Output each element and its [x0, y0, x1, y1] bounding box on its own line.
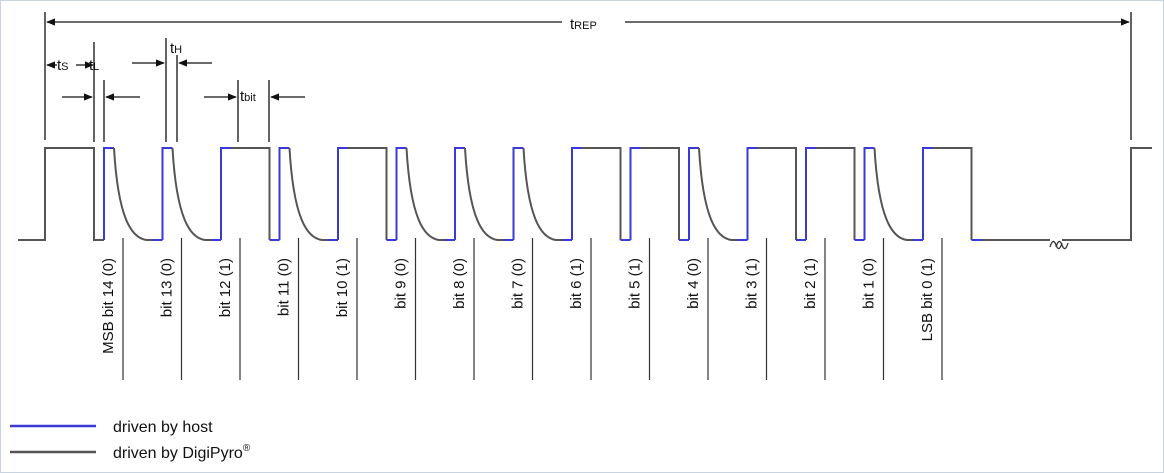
bit-label: bit 2 (1): [802, 258, 819, 309]
device-response: [640, 147, 680, 240]
device-response: [405, 147, 445, 241]
host-pulse: [571, 147, 582, 240]
device-response: [464, 147, 504, 241]
device-response: [348, 147, 388, 240]
bit-label: bit 11 (0): [276, 258, 293, 316]
host-pulse: [278, 147, 290, 240]
host-pulse: [161, 147, 173, 240]
device-response: [873, 147, 913, 241]
host-pulse: [863, 147, 875, 240]
t-bit-dimension: tbit: [204, 80, 305, 142]
device-response: [231, 147, 271, 240]
bit-label: bit 4 (0): [685, 258, 702, 309]
bit-sample-lines: [122, 238, 943, 380]
t-s-label: tS: [57, 57, 69, 74]
host-pulse: [805, 147, 816, 240]
legend: driven by host driven by DigiPyro®: [10, 419, 251, 462]
host-pulse: [512, 147, 524, 240]
t-rep-label: tREP: [570, 16, 597, 33]
host-pulse: [454, 147, 465, 240]
host-pulse: [395, 147, 407, 240]
device-response: [698, 147, 738, 241]
host-pulse: [746, 147, 758, 240]
bit-label: MSB bit 14 (0): [100, 258, 117, 354]
bit-label: bit 1 (0): [861, 258, 878, 309]
break-mark: [1049, 240, 1069, 250]
host-pulse: [220, 147, 231, 240]
bit-label: bit 9 (0): [393, 258, 410, 309]
bit-labels: MSB bit 14 (0) bit 13 (0) bit 12 (1) bit 11…: [100, 258, 936, 354]
t-h-label: tH: [170, 40, 182, 57]
t-s-dimension: tS: [46, 57, 94, 74]
t-rep-dimension: tREP: [44, 12, 1132, 140]
next-frame-start: [1062, 147, 1152, 241]
host-pulse: [629, 147, 641, 240]
device-response: [816, 147, 856, 240]
device-response: [933, 147, 973, 240]
host-pulse: [922, 147, 933, 240]
device-response: [522, 147, 562, 241]
host-pulse: [103, 147, 114, 240]
legend-device-label: driven by DigiPyro®: [113, 443, 251, 462]
device-response: [113, 147, 153, 241]
host-pulse: [688, 147, 699, 240]
bit-label: bit 6 (1): [568, 258, 585, 309]
bit-label: bit 7 (0): [510, 258, 527, 309]
bit-label: bit 13 (0): [159, 258, 176, 317]
t-l-label: tL: [89, 57, 99, 74]
device-response: [288, 147, 328, 241]
bit-label: bit 8 (0): [451, 258, 468, 309]
bit-label: bit 3 (1): [744, 258, 761, 309]
start-pulse: [18, 147, 104, 241]
host-pulse: [337, 147, 348, 240]
device-response: [582, 147, 622, 240]
legend-host-label: driven by host: [113, 419, 213, 436]
bit-label: bit 5 (1): [627, 258, 644, 309]
t-bit-label: tbit: [240, 88, 256, 105]
device-response: [171, 147, 211, 241]
t-h-dimension: tH: [132, 38, 212, 142]
t-l-dimension: tL: [62, 42, 140, 142]
waveform: [18, 147, 1152, 241]
bit-label: bit 10 (1): [334, 258, 351, 317]
device-response: [757, 147, 797, 240]
bit-label: bit 12 (1): [217, 258, 234, 317]
bit-label: LSB bit 0 (1): [919, 258, 936, 341]
